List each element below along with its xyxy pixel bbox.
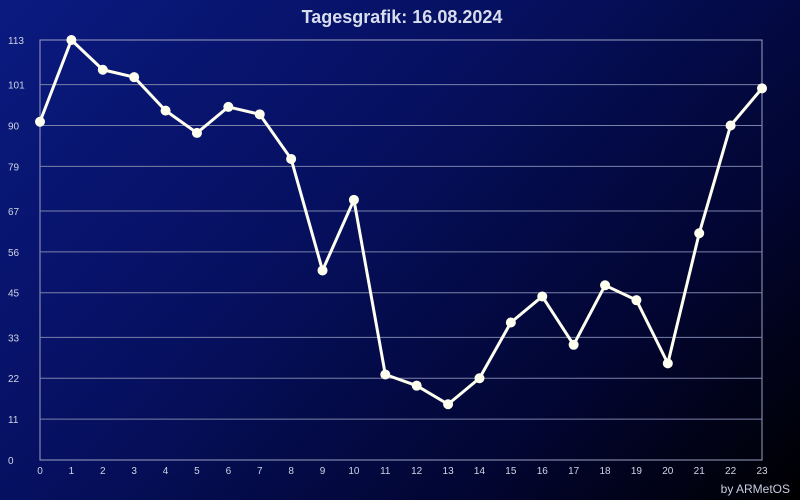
x-tick-label: 19: [631, 466, 643, 477]
y-tick-label: 79: [8, 162, 20, 173]
data-point: [411, 380, 422, 391]
x-tick-label: 10: [348, 466, 360, 477]
data-point: [191, 127, 202, 138]
series-line: [38, 38, 764, 406]
x-tick-label: 3: [131, 466, 137, 477]
x-tick-label: 2: [100, 466, 106, 477]
grid-lines: [40, 84, 762, 420]
data-point: [662, 358, 673, 369]
y-tick-label: 0: [8, 456, 14, 467]
data-point: [725, 120, 736, 131]
data-point: [286, 153, 297, 164]
y-tick-label: 90: [8, 121, 20, 132]
x-tick-label: 23: [756, 466, 768, 477]
data-point: [537, 291, 548, 302]
x-tick-label: 15: [505, 466, 517, 477]
y-tick-label: 11: [8, 415, 19, 426]
x-tick-label: 14: [474, 466, 486, 477]
x-tick-label: 0: [37, 466, 43, 477]
y-tick-label: 45: [8, 289, 20, 300]
x-tick-label: 8: [288, 466, 294, 477]
data-point: [505, 317, 516, 328]
credit-label: by ARMetOS: [721, 482, 790, 496]
x-tick-label: 4: [163, 466, 169, 477]
data-point: [66, 35, 77, 45]
y-tick-label: 67: [8, 207, 20, 218]
y-axis-ticks: 0 11 22 33 45 56 67 79 90 101 113: [8, 36, 25, 467]
data-point: [600, 280, 611, 291]
y-tick-label: 56: [8, 248, 20, 259]
data-point: [380, 369, 391, 380]
x-tick-label: 11: [380, 466, 391, 477]
data-point: [631, 295, 642, 306]
data-point: [568, 339, 579, 350]
x-tick-label: 20: [662, 466, 674, 477]
series-layer: [35, 35, 767, 410]
data-point: [348, 194, 359, 205]
x-axis-ticks: 0 1 2 3 4 5 6 7 8 9 10 11 12 13 14 15 16 17 18 19 20 21 22 23: [37, 466, 768, 477]
x-tick-label: 16: [537, 466, 549, 477]
x-tick-label: 7: [257, 466, 263, 477]
data-point: [317, 265, 328, 276]
x-tick-label: 6: [226, 466, 232, 477]
x-tick-label: 5: [194, 466, 200, 477]
data-point: [97, 64, 108, 75]
y-tick-label: 101: [8, 81, 25, 92]
data-point: [757, 83, 767, 94]
data-point: [443, 399, 454, 410]
x-tick-label: 17: [568, 466, 580, 477]
y-tick-label: 22: [8, 374, 20, 385]
x-tick-label: 22: [725, 466, 737, 477]
y-tick-label: 33: [8, 333, 20, 344]
data-point: [254, 109, 265, 120]
x-tick-label: 9: [320, 466, 326, 477]
x-tick-label: 12: [411, 466, 423, 477]
data-point: [474, 373, 485, 384]
data-point: [129, 72, 140, 83]
x-tick-label: 18: [599, 466, 611, 477]
data-point: [160, 105, 171, 116]
data-point: [35, 116, 45, 127]
chart-title: Tagesgrafik: 16.08.2024: [302, 7, 503, 27]
data-point: [694, 228, 705, 239]
x-tick-label: 21: [694, 466, 706, 477]
x-tick-label: 13: [443, 466, 455, 477]
data-point: [223, 101, 234, 112]
x-tick-label: 1: [69, 466, 75, 477]
y-tick-label: 113: [8, 36, 24, 47]
plot-area: [39, 39, 763, 461]
